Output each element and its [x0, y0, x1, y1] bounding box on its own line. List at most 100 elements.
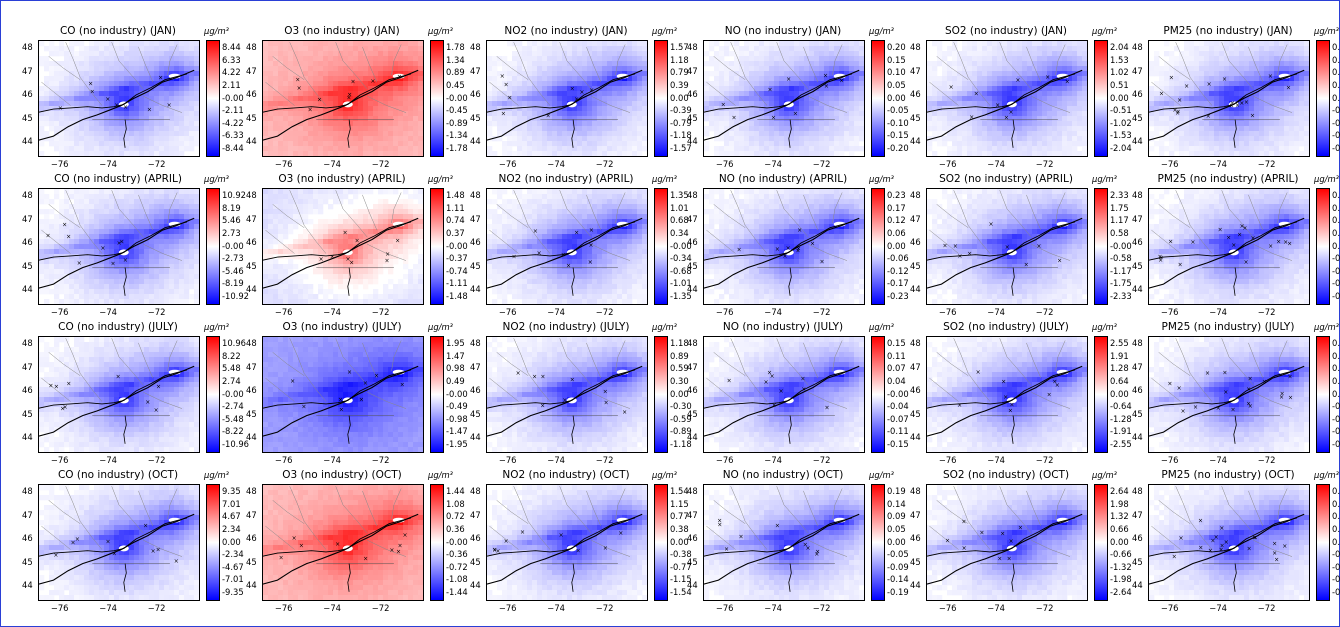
tributary-line	[1055, 192, 1066, 224]
station-marker: ×	[1172, 107, 1177, 114]
tributary-line	[929, 377, 959, 402]
colorbar-tick-label: 1.98	[1110, 498, 1129, 509]
colorbar-tick-label: -10.92	[222, 291, 249, 302]
colorbar-unit-label: μg/m³	[652, 322, 677, 332]
station-marker: ×	[969, 114, 974, 121]
station-marker: ×	[579, 89, 584, 96]
x-tick-label: −72	[371, 307, 390, 317]
station-marker: ×	[143, 522, 148, 529]
station-marker: ×	[116, 373, 121, 380]
colorbar-unit-label: μg/m³	[204, 322, 229, 332]
x-tick-label: −76	[1160, 455, 1179, 465]
tributary-line	[1175, 338, 1213, 402]
lake-line	[571, 119, 575, 148]
river-line	[704, 517, 853, 557]
colorbar-tick-label: -0.30	[670, 401, 692, 412]
tributary-line	[111, 42, 144, 90]
station-marker: ×	[566, 262, 571, 269]
tributary-line	[1175, 42, 1213, 106]
y-tick-label: 45	[22, 260, 33, 271]
river-line	[39, 517, 188, 557]
x-tick-label: −76	[50, 603, 69, 613]
heatmap-svg: ×××××××××	[263, 485, 423, 600]
colorbar-tick-label: 0.00	[887, 92, 906, 103]
station-marker: ×	[810, 240, 815, 247]
panel-title: SO2 (no industry) (JULY)	[943, 321, 1069, 333]
tributary-line	[1221, 42, 1254, 90]
station-marker: ×	[1057, 258, 1062, 265]
station-marker: ×	[1246, 386, 1251, 393]
colorbar-tick-label: -0.00	[446, 388, 468, 399]
colorbar-tick-label: 0.17	[887, 202, 906, 213]
y-tick-label: 48	[1132, 190, 1143, 201]
tributary-line	[586, 342, 602, 379]
x-tick-label: −74	[323, 603, 341, 613]
y-tick-label: 44	[22, 136, 33, 147]
heatmap-svg: ×××××××××	[263, 337, 423, 452]
x-tick-label: −72	[812, 159, 831, 169]
colorbar-tick-label: 0.09	[1332, 375, 1340, 386]
colorbar-tick-label: 1.35	[670, 189, 689, 200]
river-line	[1149, 217, 1305, 289]
station-marker: ×	[546, 113, 551, 120]
station-marker: ×	[62, 222, 67, 229]
y-tick-label: 46	[1132, 237, 1143, 248]
station-marker: ×	[1272, 540, 1277, 547]
station-marker: ×	[540, 373, 545, 380]
colorbar-unit-label: μg/m³	[428, 174, 453, 184]
colorbar	[1094, 484, 1108, 601]
station-marker: ×	[105, 96, 110, 103]
colorbar-tick-label: -2.11	[222, 105, 244, 116]
y-tick-label: 46	[22, 237, 33, 248]
y-tick-label: 48	[246, 190, 257, 201]
station-marker: ×	[174, 558, 179, 565]
map-area: × × × × × × × × ×	[486, 40, 648, 157]
river-line	[487, 73, 636, 113]
tributary-line	[591, 391, 631, 409]
colorbar-tick-label: -1.44	[446, 587, 468, 598]
colorbar-tick-label: 0.16	[1332, 511, 1340, 522]
station-marker: ×	[501, 111, 506, 118]
station-marker: ×	[105, 538, 110, 545]
tributary-line	[496, 56, 529, 80]
tributary-line	[65, 190, 103, 254]
station-marker: ×	[347, 92, 352, 99]
colorbar-tick-label: 1.15	[670, 498, 689, 509]
lake-line	[1011, 415, 1015, 444]
y-tick-label: 45	[910, 260, 921, 271]
tributary-line	[1221, 338, 1254, 386]
y-tick-label: 47	[22, 361, 33, 372]
station-marker: ×	[767, 369, 772, 376]
tributary-line	[362, 490, 378, 527]
y-tick-label: 45	[910, 112, 921, 123]
station-marker: ×	[1198, 518, 1203, 525]
y-tick-label: 45	[22, 556, 33, 567]
tributary-line	[936, 204, 969, 228]
station-marker: ×	[1207, 81, 1212, 88]
colorbar-tick-label: -0.10	[887, 117, 909, 128]
lake-line	[347, 415, 351, 444]
station-marker: ×	[359, 396, 364, 403]
colorbar-tick-label: -4.67	[222, 561, 244, 572]
y-tick-label: 46	[246, 533, 257, 544]
colorbar-tick-label: -0.16	[1332, 265, 1340, 276]
tributary-line	[367, 391, 407, 409]
y-tick-label: 46	[470, 89, 481, 100]
heatmap-svg: ××××××××××××××××××	[1149, 485, 1309, 600]
station-marker: ×	[1250, 113, 1255, 120]
station-marker: ×	[504, 81, 509, 88]
x-tick-label: −76	[274, 159, 293, 169]
station-marker: ×	[145, 399, 150, 406]
colorbar-tick-label: -0.00	[1110, 240, 1132, 251]
colorbar-tick-label: -0.00	[222, 240, 244, 251]
x-tick-label: −76	[274, 455, 293, 465]
station-marker: ×	[814, 551, 819, 558]
colorbar-tick-label: 0.32	[1332, 485, 1340, 496]
panel-title: CO (no industry) (JULY)	[58, 321, 178, 333]
y-tick-label: 48	[687, 190, 698, 201]
tributary-line	[362, 342, 378, 379]
station-marker: ×	[1247, 546, 1252, 553]
y-tick-label: 46	[687, 533, 698, 544]
lake-line	[1011, 119, 1015, 148]
heatmap-svg: ×××××××××	[39, 189, 199, 304]
